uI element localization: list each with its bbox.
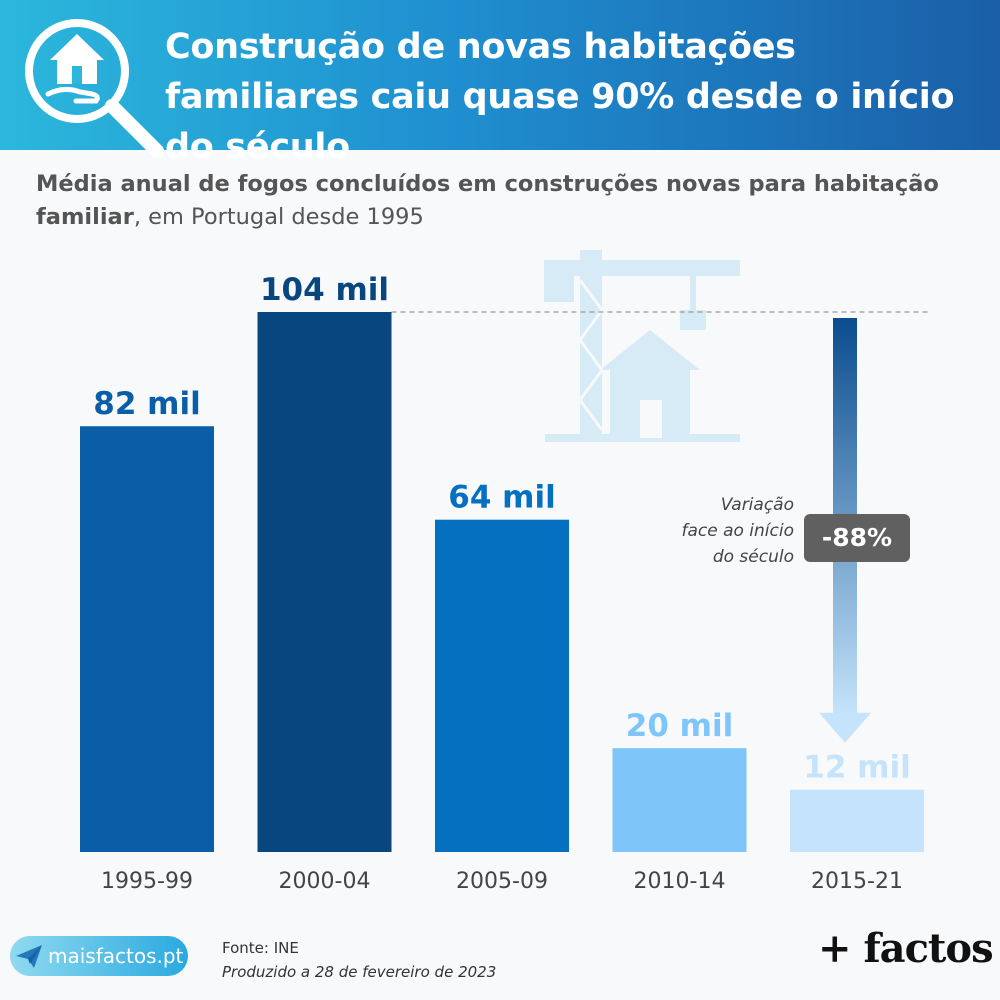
site-link-label: maisfactos.pt xyxy=(48,944,184,968)
value-label: 82 mil xyxy=(93,386,201,422)
change-annotation-label: Variação face ao início do século xyxy=(681,495,794,567)
x-tick-label: 2010-14 xyxy=(634,869,726,894)
bar-2015-21 xyxy=(790,789,924,852)
x-tick-label: 2015-21 xyxy=(811,869,903,894)
chart-subtitle: Média anual de fogos concluídos em const… xyxy=(36,168,966,234)
value-label: 12 mil xyxy=(803,750,911,786)
value-label: 104 mil xyxy=(260,272,389,308)
bar-2005-09 xyxy=(435,519,569,852)
bar-1995-99 xyxy=(80,426,214,852)
brand-logo: + factos xyxy=(818,925,994,972)
x-tick-label: 2005-09 xyxy=(456,869,548,894)
x-tick-label: 1995-99 xyxy=(101,869,193,894)
subtitle-bold: Média anual de fogos concluídos em const… xyxy=(36,171,939,230)
x-tick-label: 2000-04 xyxy=(279,869,371,894)
paper-plane-icon xyxy=(16,945,42,968)
site-link[interactable]: maisfactos.pt xyxy=(10,936,188,976)
house-search-icon xyxy=(25,19,164,158)
produced-note: Produzido a 28 de fevereiro de 2023 xyxy=(222,963,497,981)
header-banner xyxy=(0,0,1000,150)
crane-illustration-icon xyxy=(544,250,740,442)
bar-2000-04 xyxy=(257,312,392,852)
value-label: 20 mil xyxy=(626,708,734,744)
bar-2010-14 xyxy=(612,748,747,852)
value-label: 64 mil xyxy=(448,480,556,516)
source-note: Fonte: INE xyxy=(222,939,299,957)
decline-arrow-head xyxy=(819,712,871,743)
change-badge: -88% xyxy=(804,514,910,562)
subtitle-rest: , em Portugal desde 1995 xyxy=(133,204,424,230)
page-title: Construção de novas habitações familiare… xyxy=(165,27,955,167)
